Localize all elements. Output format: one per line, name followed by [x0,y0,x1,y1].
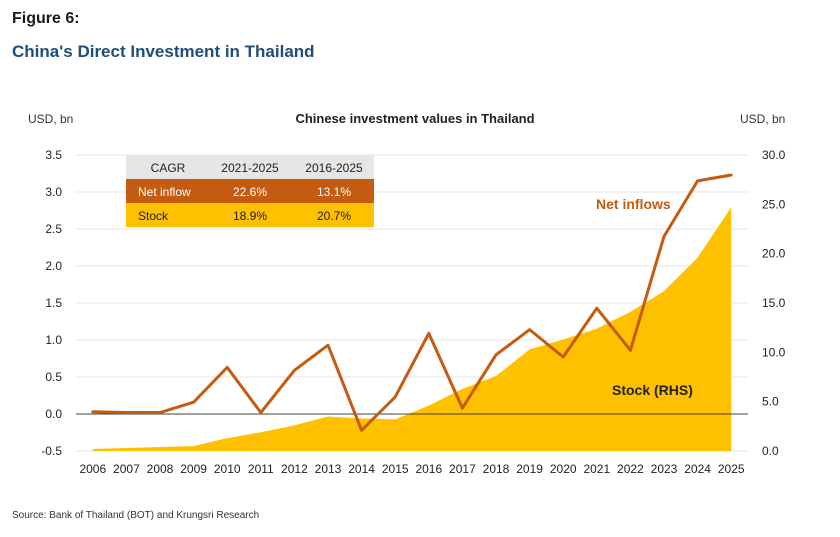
x-tick-label: 2010 [214,462,241,476]
net-inflow-line [91,173,733,432]
cagr-header-label: CAGR [151,161,186,175]
right-tick-label: 10.0 [762,345,786,359]
right-tick-label: 15.0 [762,296,786,310]
stock-area-layer [92,207,732,451]
net-inflow-line-layer [91,173,733,432]
cagr-row-net-v1: 22.6% [233,185,267,199]
x-tick-label: 2009 [180,462,207,476]
x-tick-label: 2016 [415,462,442,476]
x-tick-label: 2015 [382,462,409,476]
x-tick-label: 2024 [684,462,711,476]
x-tick-label: 2025 [718,462,745,476]
left-tick-label: 0.5 [45,370,62,384]
left-tick-label: 1.5 [45,296,62,310]
left-axis-ticks: -0.5 0.0 0.5 1.0 1.5 2.0 2.5 3.0 3.5 [41,148,62,458]
left-tick-label: 0.0 [45,407,62,421]
figure-label: Figure 6: [12,10,80,27]
x-tick-label: 2018 [483,462,510,476]
x-tick-label: 2007 [113,462,140,476]
x-tick-label: 2012 [281,462,308,476]
cagr-row-stock-label: Stock [138,209,169,223]
cagr-row-net-label: Net inflow [138,185,191,199]
left-tick-label: 2.0 [45,259,62,273]
x-tick-label: 2008 [147,462,174,476]
cagr-header-period-1: 2021-2025 [221,161,279,175]
right-tick-label: 20.0 [762,247,786,261]
cagr-row-net-v2: 13.1% [317,185,351,199]
net-inflows-annotation: Net inflows [596,196,671,212]
right-tick-label: 0.0 [762,444,779,458]
stock-area [92,207,732,451]
right-tick-label: 25.0 [762,197,786,211]
left-tick-label: 3.0 [45,185,62,199]
cagr-row-stock-bg [126,203,374,227]
x-axis-ticks: 2006 2007 2008 2009 2010 2011 2012 2013 2014 2015… [79,462,744,476]
x-tick-label: 2022 [617,462,644,476]
right-axis-ticks: 0.0 5.0 10.0 15.0 20.0 25.0 30.0 [762,148,786,458]
figure-title: China's Direct Investment in Thailand [12,42,315,61]
right-tick-label: 5.0 [762,395,779,409]
left-axis-unit: USD, bn [28,112,73,126]
left-tick-label: 2.5 [45,222,62,236]
x-tick-label: 2021 [583,462,610,476]
left-tick-label: 1.0 [45,333,62,347]
x-tick-label: 2017 [449,462,476,476]
left-tick-label: -0.5 [41,444,62,458]
cagr-row-stock-v2: 20.7% [317,209,351,223]
x-tick-label: 2013 [315,462,342,476]
cagr-header-bg [126,155,374,179]
right-tick-label: 30.0 [762,148,786,162]
left-tick-label: 3.5 [45,148,62,162]
x-tick-label: 2019 [516,462,543,476]
cagr-row-net-bg [126,179,374,203]
x-tick-label: 2006 [79,462,106,476]
stock-annotation: Stock (RHS) [612,382,693,398]
chart-title: Chinese investment values in Thailand [295,111,534,126]
cagr-table: CAGR 2021-2025 2016-2025 Net inflow 22.6… [126,155,374,227]
right-axis-unit: USD, bn [740,112,785,126]
x-tick-label: 2023 [651,462,678,476]
cagr-row-stock-v1: 18.9% [233,209,267,223]
x-tick-label: 2014 [348,462,375,476]
source-note: Source: Bank of Thailand (BOT) and Krung… [12,510,260,521]
cagr-header-period-2: 2016-2025 [305,161,363,175]
x-tick-label: 2011 [248,462,274,476]
x-tick-label: 2020 [550,462,577,476]
